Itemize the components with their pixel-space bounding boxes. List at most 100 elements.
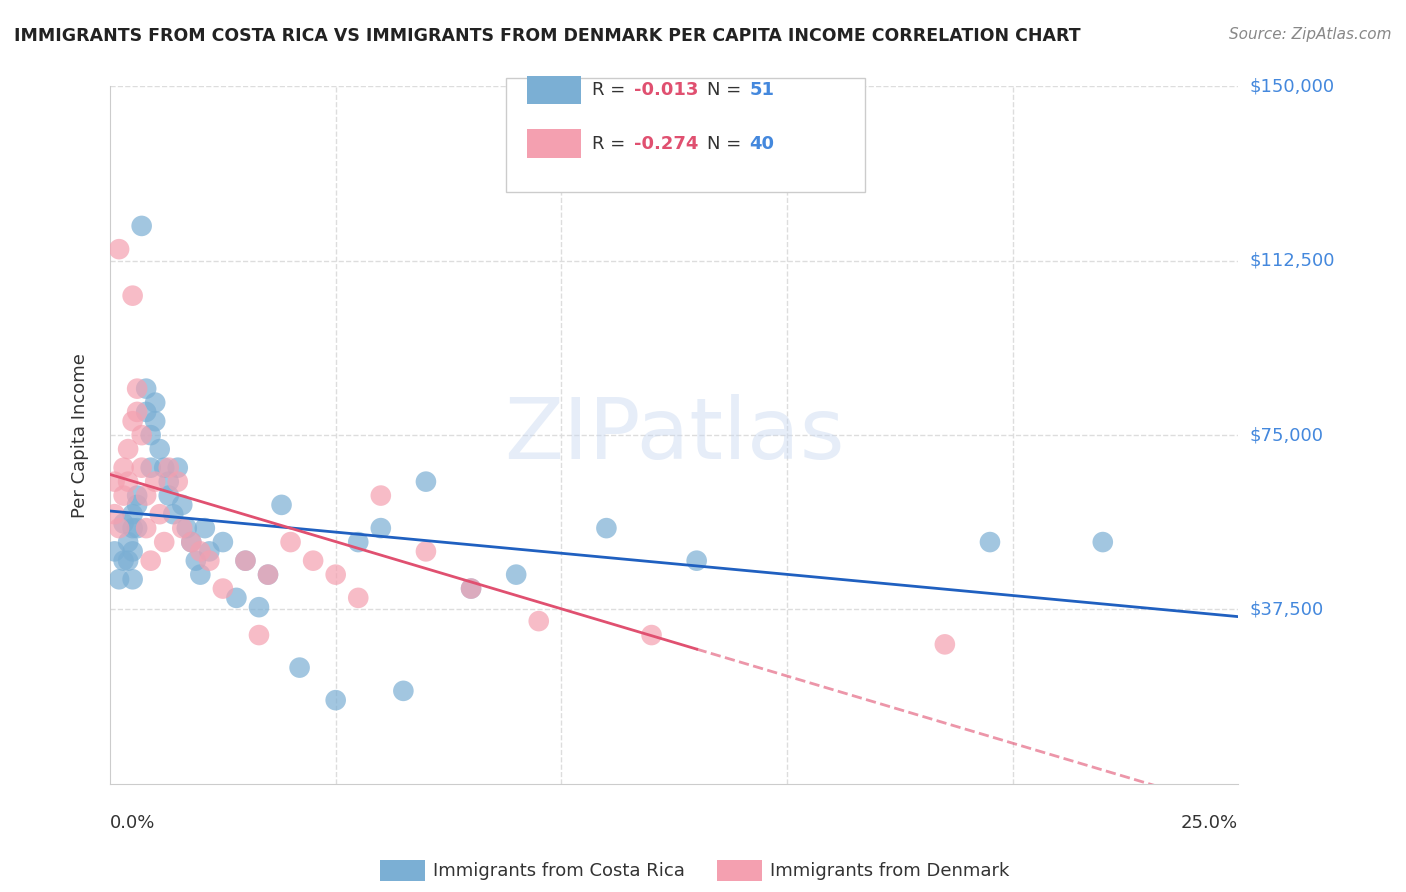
Point [135,405,157,419]
Point [121,521,143,535]
Text: Immigrants from Costa Rica: Immigrants from Costa Rica [433,862,685,880]
Point [347,591,370,605]
Point [121,544,143,558]
Point [135,521,157,535]
Point [108,521,131,535]
Point [108,242,131,256]
Point [176,521,198,535]
Text: $112,500: $112,500 [1250,252,1334,269]
Point [135,489,157,503]
Point [117,535,139,549]
Point [127,382,149,396]
Point [139,428,162,442]
Point [212,582,235,596]
Point [135,382,157,396]
Point [180,535,202,549]
Point [527,614,550,628]
Point [157,460,180,475]
Text: 40: 40 [749,135,775,153]
Point [112,554,135,568]
Point [1091,535,1114,549]
Point [685,554,707,568]
Y-axis label: Per Capita Income: Per Capita Income [72,352,89,517]
Point [288,660,311,674]
Point [235,554,257,568]
Point [103,475,125,489]
Point [180,535,202,549]
Point [149,442,172,456]
Point [112,460,135,475]
Point [131,428,153,442]
Point [131,460,153,475]
Text: $75,000: $75,000 [1250,426,1323,444]
Point [257,567,280,582]
Point [188,567,211,582]
Point [117,475,139,489]
Point [934,637,956,651]
Point [172,521,194,535]
Text: 0.0%: 0.0% [110,814,156,832]
Point [149,507,172,521]
Point [157,475,180,489]
Point [117,442,139,456]
Point [392,684,415,698]
Point [166,475,188,489]
Point [370,521,392,535]
Point [415,544,437,558]
Text: ZIPatlas: ZIPatlas [503,393,845,476]
Point [172,498,194,512]
Point [460,582,482,596]
Text: 51: 51 [749,81,775,99]
Point [121,288,143,302]
Point [166,460,188,475]
Point [103,544,125,558]
Text: IMMIGRANTS FROM COSTA RICA VS IMMIGRANTS FROM DENMARK PER CAPITA INCOME CORRELAT: IMMIGRANTS FROM COSTA RICA VS IMMIGRANTS… [14,27,1081,45]
Text: N =: N = [707,81,747,99]
Point [121,507,143,521]
Point [131,219,153,233]
Point [153,460,176,475]
Point [157,489,180,503]
Point [979,535,1001,549]
Point [347,535,370,549]
Text: -0.013: -0.013 [634,81,699,99]
Point [247,628,270,642]
Text: R =: R = [592,135,631,153]
Text: N =: N = [707,135,747,153]
Point [280,535,302,549]
Point [325,693,347,707]
Point [194,521,217,535]
Point [198,544,221,558]
Point [139,554,162,568]
Text: $37,500: $37,500 [1250,600,1323,618]
Point [415,475,437,489]
Point [247,600,270,615]
Point [121,572,143,586]
Point [112,516,135,531]
Point [370,489,392,503]
Point [212,535,235,549]
Point [640,628,662,642]
Point [127,489,149,503]
Point [112,489,135,503]
Point [257,567,280,582]
Point [143,475,166,489]
Point [127,498,149,512]
Point [325,567,347,582]
Point [127,405,149,419]
Point [143,414,166,428]
Point [121,414,143,428]
Point [505,567,527,582]
Point [188,544,211,558]
Point [153,535,176,549]
Point [127,521,149,535]
Point [302,554,325,568]
Point [198,554,221,568]
Point [162,507,184,521]
Point [108,572,131,586]
Point [184,554,207,568]
Point [103,507,125,521]
Text: Immigrants from Denmark: Immigrants from Denmark [770,862,1010,880]
Point [460,582,482,596]
Point [143,395,166,409]
